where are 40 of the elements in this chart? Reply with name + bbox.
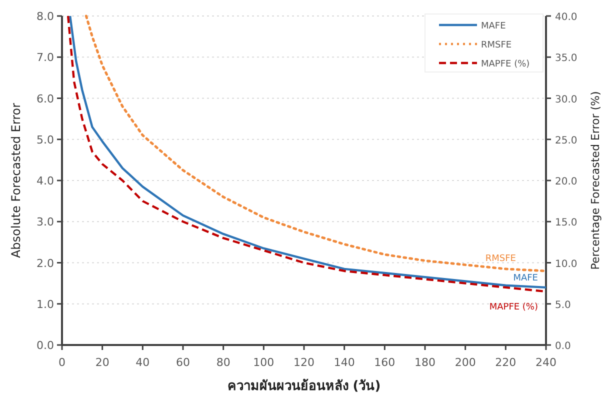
x-tick-label: 80	[216, 356, 230, 369]
x-tick-label: 100	[253, 356, 274, 369]
x-tick-label: 40	[136, 356, 150, 369]
y-tick-label: 8.0	[36, 10, 54, 23]
y-tick-label: 2.0	[36, 256, 54, 270]
y2-tick-label: 35.0	[555, 53, 578, 64]
text: RMSFE	[485, 254, 516, 264]
y-tick-label: 3.0	[36, 216, 54, 229]
y-tick-label: 1.0	[36, 298, 54, 311]
x-tick-label: 140	[334, 356, 355, 369]
x-tick-label: 20	[95, 356, 110, 369]
y2-axis-title: Percentage Forecasted Error (%)	[589, 91, 602, 270]
x-tick-label: 240	[536, 356, 556, 369]
y-tick-label: 4.0	[36, 174, 54, 188]
x-tick-label: 200	[454, 356, 476, 369]
legend-label: MAPFE (%)	[481, 60, 530, 70]
text: MAPFE (%)	[489, 302, 538, 313]
x-axis-title: ความผันผวนย้อนหลัง (วัน)	[227, 378, 381, 394]
legend-label: RMSFE	[481, 40, 512, 50]
y-tick-label: 5.0	[36, 133, 54, 146]
x-tick-label: 120	[294, 356, 314, 369]
x-tick-label: 60	[176, 356, 190, 369]
y2-tick-label: 30.0	[555, 94, 578, 106]
x-tick-label: 0	[58, 356, 66, 369]
text: MAFE	[513, 273, 538, 284]
y2-tick-label: 40.0	[555, 12, 578, 23]
y-axis-title: Absolute Forecasted Error	[9, 102, 23, 258]
x-tick-label: 180	[414, 356, 436, 369]
y2-tick-label: 0.0	[555, 341, 571, 352]
y2-tick-label: 20.0	[555, 176, 578, 188]
y-tick-label: 7.0	[36, 51, 54, 64]
legend-label: MAFE	[481, 22, 506, 32]
x-tick-label: 160	[374, 356, 396, 369]
y2-tick-label: 10.0	[555, 258, 578, 270]
y2-tick-label: 15.0	[555, 218, 578, 229]
y2-tick-label: 25.0	[555, 135, 578, 146]
y-tick-label: 0.0	[36, 339, 54, 352]
y2-tick-label: 5.0	[555, 300, 571, 311]
x-tick-label: 220	[495, 356, 516, 369]
y-tick-label: 6.0	[36, 92, 54, 106]
